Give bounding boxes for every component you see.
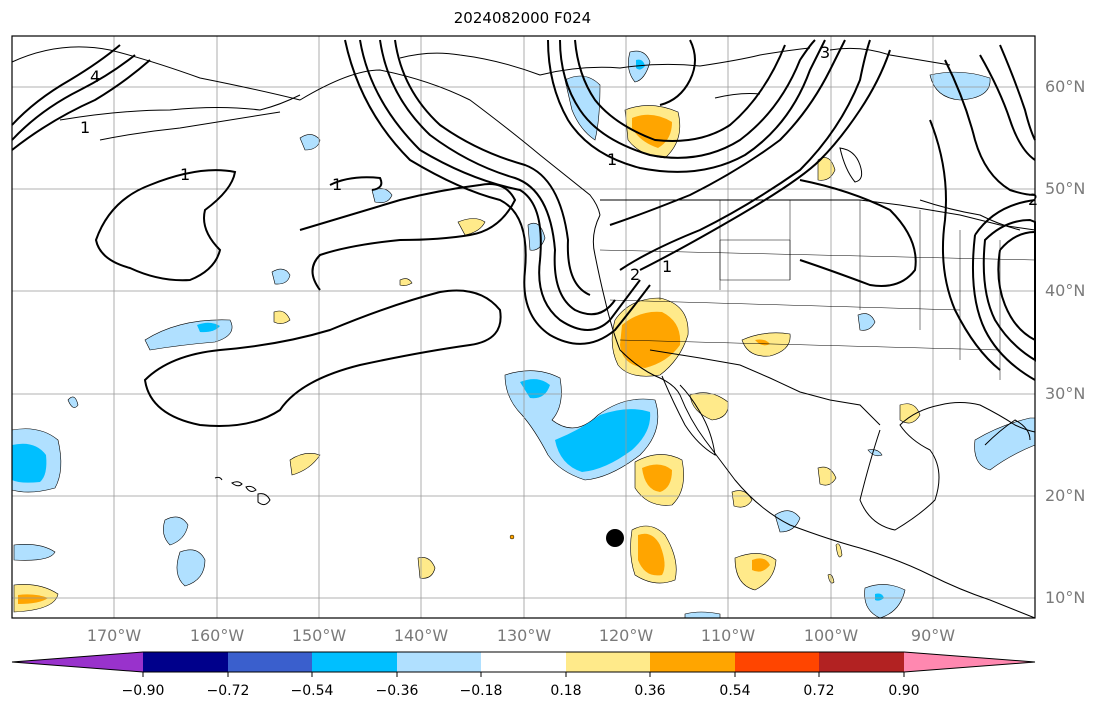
pos-anomaly-gulfcal: [689, 392, 729, 421]
neg-anomaly-florida: [974, 417, 1036, 471]
contour-1-rockies: [639, 49, 891, 271]
contour-label: 1: [332, 175, 342, 194]
lat-label: 50°N: [1045, 179, 1086, 198]
gulf-coast: [859, 402, 1036, 531]
contour-trough-1: [359, 39, 641, 331]
lon-label: 110°W: [700, 626, 756, 645]
alaska-coast: [11, 46, 601, 216]
colorbar-tick-label: 0.72: [803, 683, 835, 699]
contour-label: 4: [90, 67, 100, 86]
contour-1-pacific-east: [143, 289, 502, 427]
contour-label: 2: [630, 265, 640, 284]
colorbar-tick-label: −0.18: [459, 683, 503, 699]
lat-label: 40°N: [1045, 281, 1086, 300]
contour-label: 2: [1028, 190, 1038, 209]
lat-label: 60°N: [1045, 77, 1086, 96]
colorbar-tick-label: 0.54: [719, 683, 751, 699]
lon-label: 160°W: [189, 626, 245, 645]
contour-label: 1: [180, 165, 190, 184]
us-mexico-border: [649, 349, 881, 426]
contour-label: 3: [820, 43, 830, 62]
contour-label: 1: [607, 150, 617, 169]
contour-1-pacific-west: [94, 169, 237, 282]
contour-lines: [11, 39, 1036, 427]
storm-position-marker: [606, 529, 624, 547]
lon-label: 100°W: [803, 626, 859, 645]
colorbar-tick-label: −0.72: [206, 683, 250, 699]
contour-label: 1: [662, 257, 672, 276]
lon-label: 90°W: [910, 626, 956, 645]
colorbar-extend-low: [12, 652, 143, 672]
contour-labels: 1 1 1 1 1 2 2 3 4: [80, 43, 1038, 284]
lat-label: 30°N: [1045, 384, 1086, 403]
graticule: [12, 36, 1035, 618]
neg-anomaly-hudson: [929, 71, 991, 101]
hawaiian-islands: [214, 476, 271, 506]
map-title: 2024082000 F024: [453, 9, 592, 27]
colorbar-tick-label: −0.54: [290, 683, 334, 699]
colorbar-tick-label: −0.90: [121, 683, 165, 699]
coastlines: [11, 46, 1036, 619]
lon-label: 140°W: [393, 626, 449, 645]
contour-label: 1: [80, 118, 90, 137]
state-borders: [599, 200, 1036, 380]
colorbar-tick-label: 0.18: [550, 683, 582, 699]
lat-label: 10°N: [1045, 588, 1086, 607]
lon-label: 120°W: [598, 626, 654, 645]
us-canada-border: [600, 199, 1036, 231]
contour-east-low: [982, 218, 1036, 362]
lon-label: 150°W: [291, 626, 347, 645]
map-area: 1 1 1 1 1 2 2 3 4: [11, 35, 1038, 619]
colorbar: [11, 651, 1036, 677]
lon-label: 170°W: [86, 626, 142, 645]
colorbar-tick-label: 0.90: [888, 683, 920, 699]
colorbar-tick-label: −0.36: [375, 683, 419, 699]
west-coast: [592, 214, 1036, 619]
lat-label: 20°N: [1045, 486, 1086, 505]
colorbar-extend-high: [904, 652, 1035, 672]
lon-label: 130°W: [496, 626, 552, 645]
colorbar-tick-label: 0.36: [634, 683, 666, 699]
baja: [661, 375, 716, 456]
neg-anomaly-small-1: [163, 516, 189, 546]
